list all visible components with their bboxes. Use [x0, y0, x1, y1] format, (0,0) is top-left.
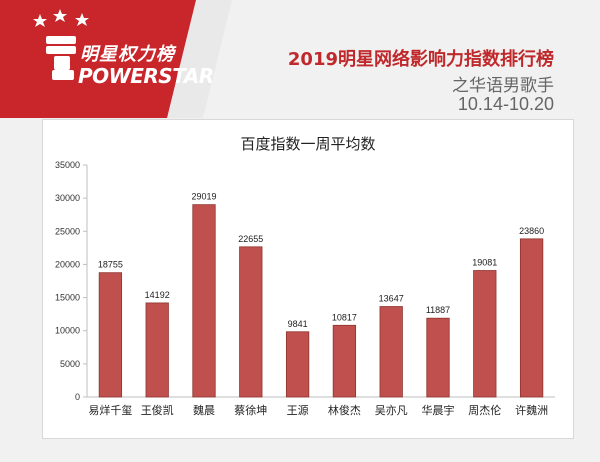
- x-tick-label: 华晨宇: [422, 403, 455, 417]
- data-label: 19081: [472, 258, 497, 268]
- star-icon: [33, 14, 47, 27]
- y-tick-label: 20000: [55, 259, 80, 269]
- star-icon: [75, 13, 89, 26]
- fist-logo-icon: [46, 36, 76, 80]
- y-tick-label: 15000: [55, 293, 80, 303]
- data-label: 29019: [191, 192, 216, 202]
- data-label: 23860: [519, 226, 544, 236]
- x-tick-label: 魏晨: [193, 403, 215, 417]
- header-stripe: [167, 0, 232, 118]
- header-red-band: [0, 0, 205, 118]
- y-tick-label: 0: [75, 392, 80, 402]
- y-tick-label: 30000: [55, 193, 80, 203]
- y-tick-label: 35000: [55, 160, 80, 170]
- x-tick-label: 许魏洲: [515, 403, 548, 417]
- data-label: 11887: [426, 305, 450, 315]
- bar: [332, 324, 357, 398]
- star-icon: [53, 9, 67, 22]
- logo-english: POWERSTAR: [78, 64, 214, 88]
- x-tick-label: 王俊凯: [141, 403, 174, 417]
- data-label: 9841: [288, 319, 308, 329]
- data-label: 22655: [238, 234, 263, 244]
- data-label: 18755: [98, 260, 123, 270]
- bar: [379, 306, 403, 398]
- bar: [145, 302, 169, 398]
- x-tick-label: 蔡徐坤: [234, 403, 267, 417]
- header-gray-band: [175, 0, 600, 118]
- y-tick-label: 25000: [55, 226, 80, 236]
- x-tick-label: 易烊千玺: [88, 403, 132, 417]
- bar: [473, 270, 497, 398]
- chart-title: 百度指数一周平均数: [240, 135, 376, 153]
- bar: [426, 317, 450, 398]
- page-subtitle: 之华语男歌手: [452, 76, 554, 96]
- x-tick-label: 吴亦凡: [375, 403, 408, 417]
- star-icons: [33, 9, 89, 27]
- data-label: 10817: [332, 312, 357, 322]
- bar: [519, 238, 544, 398]
- bar: [285, 331, 310, 398]
- bar: [192, 204, 216, 398]
- y-tick-label: 10000: [55, 326, 80, 336]
- date-range: 10.14-10.20: [457, 94, 554, 114]
- bar-chart: 0 5000 10000 15000 20000 25000 30000 35000 18755…: [55, 160, 555, 417]
- chart-card: 百度指数一周平均数 0 5000 10000 15000 20000 25000 30000…: [42, 119, 574, 439]
- bar: [98, 272, 123, 398]
- logo-chinese: 明星权力榜: [80, 44, 175, 65]
- data-label: 13647: [379, 294, 404, 304]
- page-title: 2019明星网络影响力指数排行榜: [287, 49, 554, 70]
- x-tick-label: 王源: [287, 403, 309, 417]
- y-tick-label: 5000: [60, 359, 80, 369]
- bar: [239, 246, 263, 398]
- data-label: 14192: [145, 290, 170, 300]
- x-tick-label: 周杰伦: [468, 403, 501, 417]
- x-tick-label: 林俊杰: [328, 403, 361, 417]
